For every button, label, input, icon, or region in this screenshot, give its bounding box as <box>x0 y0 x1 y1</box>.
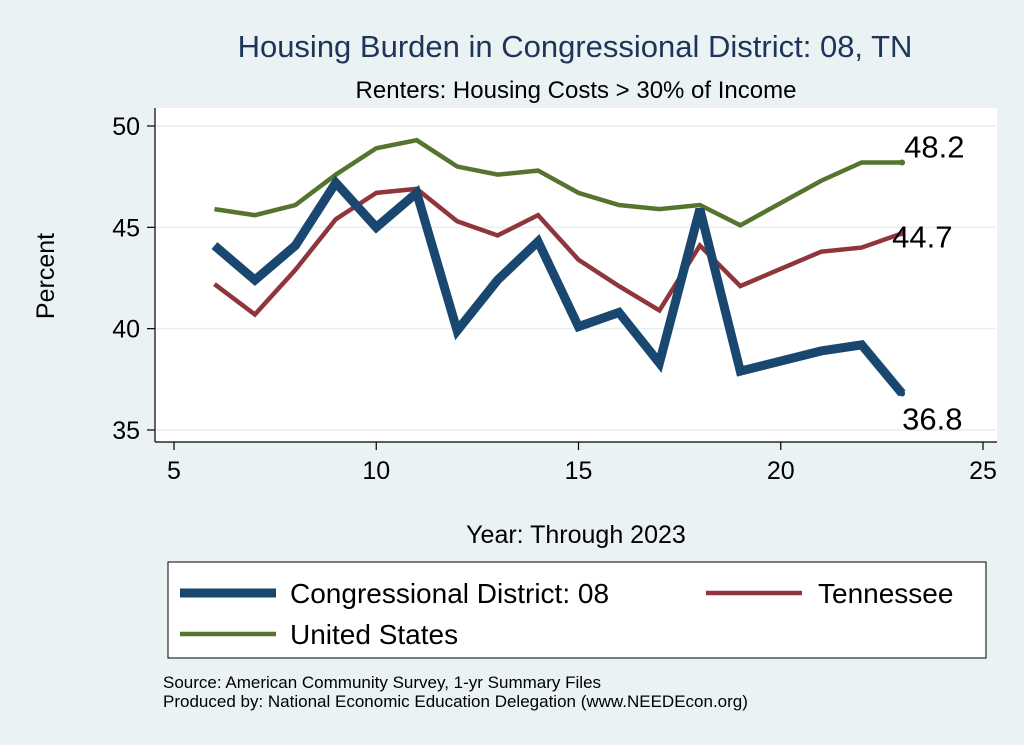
series-lines <box>211 137 906 397</box>
legend-label: Congressional District: 08 <box>290 578 609 609</box>
end-value-label: 48.2 <box>904 129 964 164</box>
series-end-marker <box>899 159 906 166</box>
source-note: Source: American Community Survey, 1-yr … <box>163 673 601 692</box>
legend-label: Tennessee <box>818 578 953 609</box>
end-value-label: 36.8 <box>902 402 962 437</box>
plot-area <box>155 108 997 442</box>
x-axis-title: Year: Through 2023 <box>466 521 686 549</box>
producer-note: Produced by: National Economic Education… <box>163 692 748 711</box>
x-tick-label: 10 <box>362 457 390 485</box>
y-tick-label: 50 <box>112 113 140 141</box>
axis-ticks: 35 40 45 50 5 10 15 20 25 <box>112 113 997 485</box>
series-line-tennessee <box>213 186 903 318</box>
legend-box <box>167 561 987 659</box>
y-tick-label: 35 <box>112 417 140 445</box>
end-value-label: 44.7 <box>892 219 952 254</box>
legend-label: United States <box>290 619 458 650</box>
legend: Congressional District: 08 Tennessee Unite… <box>180 578 953 650</box>
y-axis-title: Percent <box>32 233 60 319</box>
y-tick-label: 40 <box>112 316 140 344</box>
series-end-marker <box>899 390 906 397</box>
x-tick-label: 25 <box>969 457 997 485</box>
end-labels: 36.8 44.7 48.2 <box>892 129 964 436</box>
gridlines <box>156 125 996 431</box>
series-end-marker <box>899 230 906 237</box>
chart-subtitle: Renters: Housing Costs > 30% of Income <box>356 77 797 104</box>
chart-title: Housing Burden in Congressional District… <box>238 29 913 64</box>
series-line-district-08 <box>211 175 906 397</box>
x-tick-label: 20 <box>767 457 795 485</box>
series-line-united-states <box>214 137 903 228</box>
x-tick-label: 5 <box>167 457 181 485</box>
x-tick-label: 15 <box>565 457 593 485</box>
y-tick-label: 45 <box>112 214 140 242</box>
